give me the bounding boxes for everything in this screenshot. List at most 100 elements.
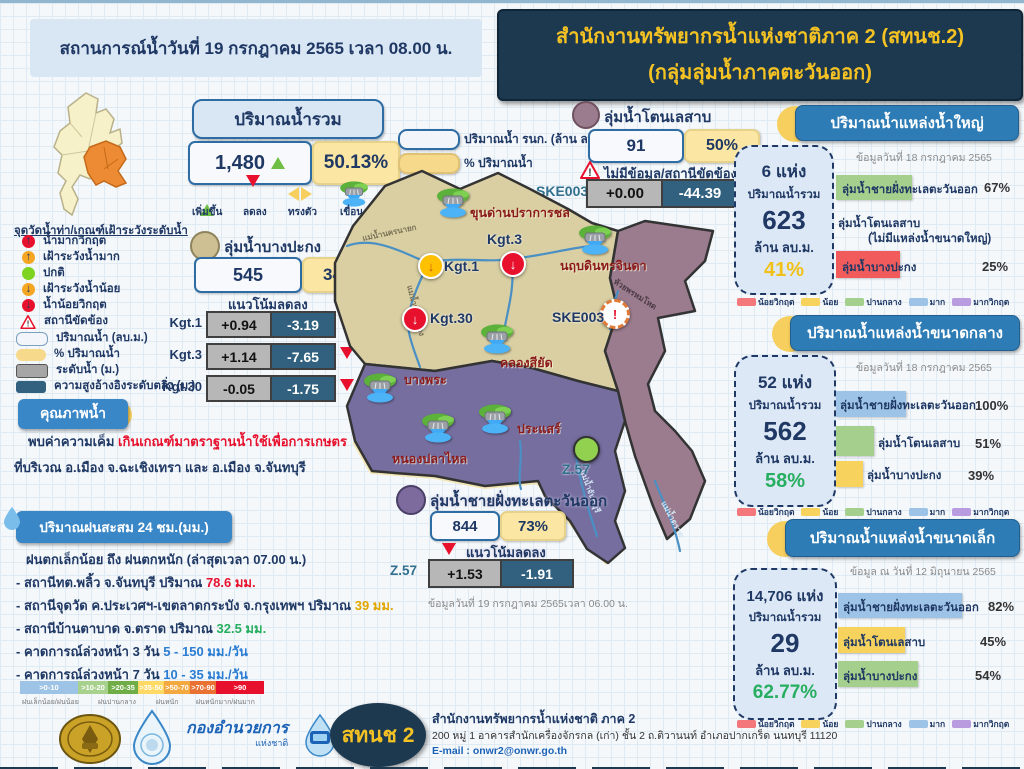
marker-label-ske003: SKE003 xyxy=(552,309,605,325)
panel2-bar3-label: ลุ่มน้ำบางปะกง xyxy=(867,470,942,482)
org-title-line2: (กลุ่มลุ่มน้ำภาคตะวันออก) xyxy=(648,62,872,85)
bangpakong-volume-box: 545 xyxy=(194,257,302,293)
dam-icon-bangphra xyxy=(362,373,398,403)
volume-swatch xyxy=(16,331,48,346)
panel2-bar-bangpakong xyxy=(836,461,863,487)
marker-ske003-broken-station: ! xyxy=(600,299,630,329)
garuda-emblem-logo xyxy=(59,714,121,764)
dam-icon-naruebodin xyxy=(577,225,613,255)
org-title-banner: สำนักงานทรัพยากรน้ำแห่งชาติภาค 2 (สทนช.2… xyxy=(497,9,1023,101)
map-region-eastcoast xyxy=(345,359,627,565)
total-percent-value: 50.13% xyxy=(323,152,389,173)
panel2-total-label: ปริมาณน้ำรวม xyxy=(748,400,822,412)
kgt3-level-box: +1.14 xyxy=(206,343,272,370)
z57-station-label: Z.57 xyxy=(390,563,418,578)
panel3-bar2-label: ลุ่มน้ำโตนเลสาบ xyxy=(843,637,926,649)
dam-label-naruebodin: นฤบดินทรจินดา xyxy=(560,259,647,273)
kgt30-trend-icon xyxy=(340,379,354,391)
water-quality-line1: พบค่าความเค็ม เกินเกณฑ์มาตราฐานน้ำใช้เพื… xyxy=(28,434,347,449)
eastcoast-trend-label: แนวโน้มลดลง xyxy=(466,545,546,560)
panel2-bar3-value: 39% xyxy=(968,468,995,483)
panel1-bar-bangpakong xyxy=(836,251,900,278)
panel2-stat-card: 52 แห่ง ปริมาณน้ำรวม 562 ล้าน ลบ.ม. 58% xyxy=(734,355,836,507)
map-region-tonlesap xyxy=(603,219,715,541)
panel2-date: ข้อมูลวันที่ 18 กรกฎาคม 2565 xyxy=(856,362,992,374)
station-legend-title: จุดวัดน้ำท่า/เกณฑ์เฝ้าระวังระดับน้ำ xyxy=(14,225,188,237)
panel1-date: ข้อมูลวันที่ 18 กรกฎาคม 2565 xyxy=(856,152,992,164)
panel3-bar1-label: ลุ่มน้ำชายฝั่งทะเลตะวันออก xyxy=(843,602,979,614)
national-water-command-logo: กองอำนวยการ แห่งชาติ xyxy=(186,721,288,750)
volume-box-label: ปริมาณน้ำ รนก. (ล้าน ลบ.ม.) xyxy=(464,132,614,146)
bangpakong-trend-label: แนวโน้มลดลง xyxy=(228,297,308,312)
eastern-region-highlight xyxy=(83,140,128,188)
footer-address: 200 หมู่ 1 อาคารสำนักเครื่องจักรกล (เก่า… xyxy=(432,730,838,742)
panel3-bar2-value: 45% xyxy=(980,634,1007,649)
panel1-stat-card: 6 แห่ง ปริมาณน้ำรวม 623 ล้าน ลบ.ม. 41% xyxy=(734,145,834,295)
footer-email: E-mail : onwr2@onwr.go.th xyxy=(432,745,568,757)
legend-item-watch-low: ↓ เฝ้าระวังน้ำน้อย xyxy=(22,282,120,297)
dept-logo-text2: แห่งชาติ xyxy=(255,738,289,748)
dept-logo-text1: กองอำนวยการ xyxy=(186,720,289,737)
panel3-total-label: ปริมาณน้ำรวม xyxy=(748,612,822,624)
eastcoast-trend-icon xyxy=(442,543,456,555)
panel1-percent: 41% xyxy=(763,259,805,281)
marker-label-kgt30: Kgt.30 xyxy=(430,310,473,326)
eastcoast-basin-dot xyxy=(396,485,426,515)
tonlesap-volume-box: 91 xyxy=(588,129,684,163)
panel3-severity-legend: น้อยวิกฤต น้อย ปานกลาง มาก มากวิกฤต xyxy=(737,717,1009,731)
panel2-header: ปริมาณน้ำแหล่งน้ำขนาดกลาง xyxy=(790,315,1020,351)
panel1-severity-legend: น้อยวิกฤต น้อย ปานกลาง มาก มากวิกฤต xyxy=(737,295,1009,309)
total-volume-box: 1,480 xyxy=(188,141,312,185)
scale-seg-2: >10-20 xyxy=(78,681,108,694)
rain-value-2: 39 มม. xyxy=(354,598,394,613)
panel1-bar3-label: ลุ่มน้ำบางปะกง xyxy=(842,262,917,274)
scale-seg-3: >20-35 xyxy=(108,681,138,694)
panel2-volume: 562 xyxy=(763,416,807,446)
panel3-count: 14,706 แห่ง xyxy=(746,588,824,605)
panel3-bar3-label: ลุ่มน้ำบางปะกง xyxy=(843,671,918,683)
rain-value-3: 32.5 มม. xyxy=(216,621,267,636)
panel3-date: ข้อมูล ณ วันที่ 12 มิถุนายน 2565 xyxy=(850,566,996,578)
scale-seg-4: >35-50 xyxy=(138,681,164,694)
panel3-stat-card: 14,706 แห่ง ปริมาณน้ำรวม 29 ล้าน ลบ.ม. 6… xyxy=(733,568,837,720)
scale-seg-5: >50-70 xyxy=(164,681,190,694)
legend-dam-label: เขื่อน xyxy=(340,207,364,218)
legend-item-watch-high: ↑ เฝ้าระวังน้ำมาก xyxy=(22,250,120,265)
trend-icon-up xyxy=(200,187,214,216)
eastcoast-date-note: ข้อมูลวันที่ 19 กรกฎาคม 2565เวลา 06.00 น… xyxy=(428,598,628,610)
rain-item-1: - สถานีทต.พลิ้ว จ.จันทบุรี ปริมาณ 78.6 ม… xyxy=(16,575,256,590)
watch-high-icon: ↑ xyxy=(22,251,35,264)
legend-up-label: เพิ่มขึ้น xyxy=(192,207,223,218)
ske003-level-box: +0.00 xyxy=(586,179,664,208)
z57-level-box: +1.53 xyxy=(428,559,502,588)
rain-value-4: 5 - 150 มม./วัน xyxy=(163,644,248,659)
onwr-droplet-logo xyxy=(132,709,172,765)
watch-low-icon: ↓ xyxy=(22,283,35,296)
marker-kgt3-critical-low: ↓ xyxy=(500,251,526,277)
panel1-bar2-note: (ไม่มีแหล่งน้ำขนาดใหญ่) xyxy=(868,233,992,245)
level-swatch xyxy=(16,363,48,378)
kgt1-level-box: +0.94 xyxy=(206,311,272,338)
rain-item-2: - สถานีจุดวัด ค.ประเวศฯ-เขตลาดกระบัง จ.ก… xyxy=(16,598,394,613)
legend-item-normal: ปกติ xyxy=(22,266,65,281)
office-badge-text: สทนช 2 xyxy=(341,723,415,747)
marker-z57-normal xyxy=(573,436,600,463)
dam-icon-prasae xyxy=(477,404,513,434)
eastcoast-basin-name: ลุ่มน้ำชายฝั่งทะเลตะวันออก xyxy=(430,493,608,510)
rain-item-4: - คาดการณ์ล่วงหน้า 3 วัน 5 - 150 มม./วัน xyxy=(16,644,248,659)
volume-box-swatch xyxy=(398,129,460,150)
marker-label-kgt1: Kgt.1 xyxy=(444,258,479,274)
panel1-bar2-label: ลุ่มน้ำโตนเลสาบ xyxy=(838,218,921,230)
dam-label-bangphra: บางพระ xyxy=(404,373,447,387)
panel2-unit: ล้าน ลบ.ม. xyxy=(755,451,815,466)
dam-label-nongplalai: หนองปลาไหล xyxy=(392,452,468,466)
ske003-station-label: SKE003 xyxy=(536,183,589,199)
rain-item-5: - คาดการณ์ล่วงหน้า 7 วัน 10 - 35 มม./วัน xyxy=(16,667,248,682)
panel2-bar-tonlesap xyxy=(836,426,874,456)
critical-low-icon: ↓ xyxy=(22,299,35,312)
panel2-count: 52 แห่ง xyxy=(757,373,813,392)
footer-org-name: สำนักงานทรัพยากรน้ำแห่งชาติ ภาค 2 xyxy=(432,712,636,726)
water-quality-line2: ที่บริเวณ อ.เมือง จ.ฉะเชิงเทรา และ อ.เมื… xyxy=(14,460,306,475)
marker-kgt30-critical-low: ↓ xyxy=(402,306,428,332)
panel1-header: ปริมาณน้ำแหล่งน้ำใหญ่ xyxy=(795,105,1019,141)
